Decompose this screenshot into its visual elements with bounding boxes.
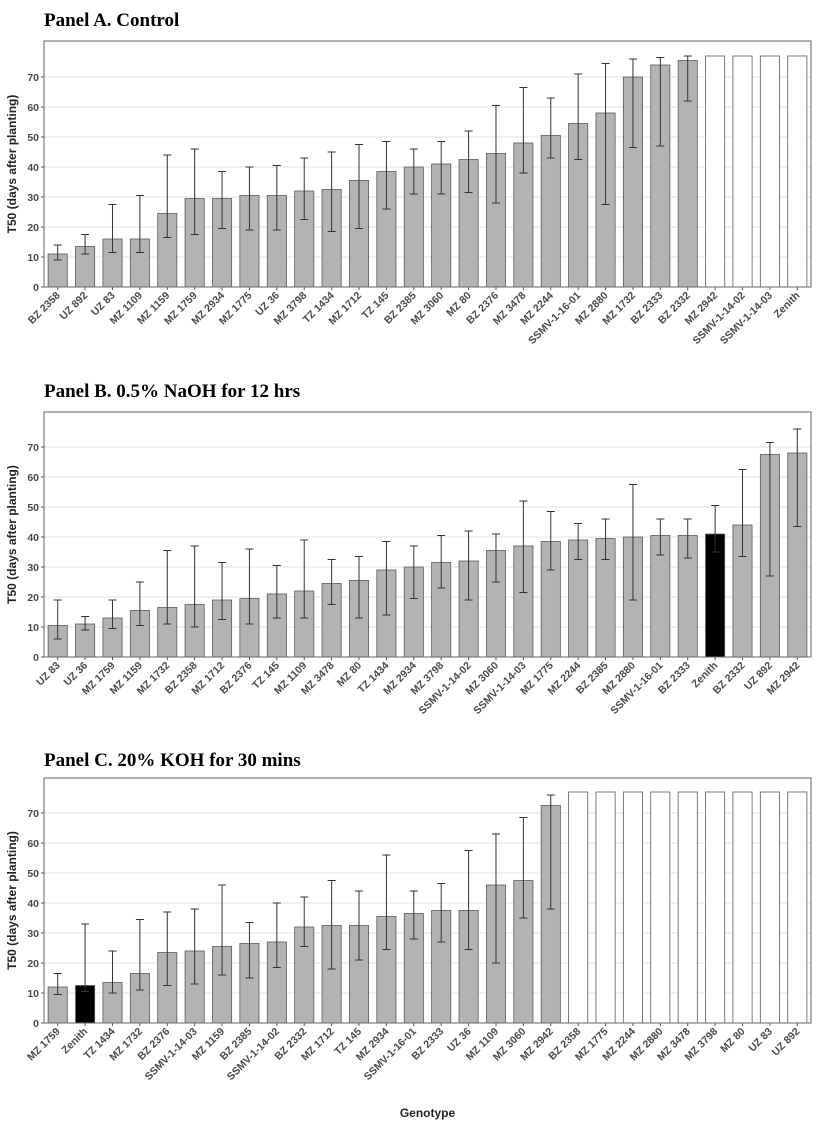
y-tick-label: 70 xyxy=(27,442,39,454)
bar-ssmv-1-14-02 xyxy=(732,55,753,288)
y-tick-label: 40 xyxy=(27,898,39,910)
x-axis-label: Genotype xyxy=(400,1106,456,1120)
y-tick-label: 30 xyxy=(27,192,39,204)
bar-ssmv-1-14-03 xyxy=(759,55,780,288)
x-tick-label: Zenith xyxy=(772,290,803,321)
y-axis-label: T50 (days after planting) xyxy=(5,95,19,234)
bar-mz-3798 xyxy=(705,791,726,1024)
y-tick-label: 70 xyxy=(27,72,39,84)
y-tick-label: 20 xyxy=(27,958,39,970)
bar-mz-1775 xyxy=(595,791,616,1024)
x-tick-label: UZ 892 xyxy=(770,1026,803,1059)
y-tick-label: 0 xyxy=(33,282,39,294)
x-tick-label: MZ 80 xyxy=(718,1026,748,1056)
y-tick-label: 60 xyxy=(27,102,39,114)
y-tick-label: 20 xyxy=(27,592,39,604)
y-tick-label: 40 xyxy=(27,162,39,174)
y-tick-label: 30 xyxy=(27,928,39,940)
y-tick-label: 70 xyxy=(27,808,39,820)
y-tick-label: 30 xyxy=(27,562,39,574)
y-tick-label: 60 xyxy=(27,472,39,484)
y-tick-label: 50 xyxy=(27,868,39,880)
bar-uz-892 xyxy=(787,791,808,1024)
bar-bz-2358 xyxy=(568,791,589,1024)
bar-mz-2244 xyxy=(622,791,643,1024)
plot-frame xyxy=(43,40,812,288)
x-tick-label: MZ 1759 xyxy=(25,1026,63,1064)
x-tick-label: BZ 2358 xyxy=(26,290,63,327)
y-tick-label: 10 xyxy=(27,252,39,264)
y-tick-label: 60 xyxy=(27,838,39,850)
y-tick-label: 10 xyxy=(27,622,39,634)
y-tick-label: 20 xyxy=(27,222,39,234)
y-axis-label: T50 (days after planting) xyxy=(5,465,19,604)
x-tick-label: UZ 892 xyxy=(57,290,90,323)
y-tick-label: 0 xyxy=(33,652,39,664)
bar-mz-3478 xyxy=(677,791,698,1024)
bar-mz-2942 xyxy=(705,55,726,288)
bar-zenith xyxy=(787,55,808,288)
plot-frame xyxy=(43,411,812,658)
bar-uz-83 xyxy=(759,791,780,1024)
y-axis-label: T50 (days after planting) xyxy=(5,831,19,970)
y-tick-label: 50 xyxy=(27,132,39,144)
y-tick-label: 40 xyxy=(27,532,39,544)
panel-title: Panel B. 0.5% NaOH for 12 hrs xyxy=(44,381,300,402)
y-tick-label: 50 xyxy=(27,502,39,514)
panel-title: Panel C. 20% KOH for 30 mins xyxy=(44,750,301,771)
bar-mz-80 xyxy=(732,791,753,1024)
y-tick-label: 0 xyxy=(33,1018,39,1030)
y-tick-label: 10 xyxy=(27,988,39,1000)
panel-title: Panel A. Control xyxy=(44,10,179,31)
bar-mz-2880 xyxy=(650,791,671,1024)
plot-frame xyxy=(43,777,812,1024)
